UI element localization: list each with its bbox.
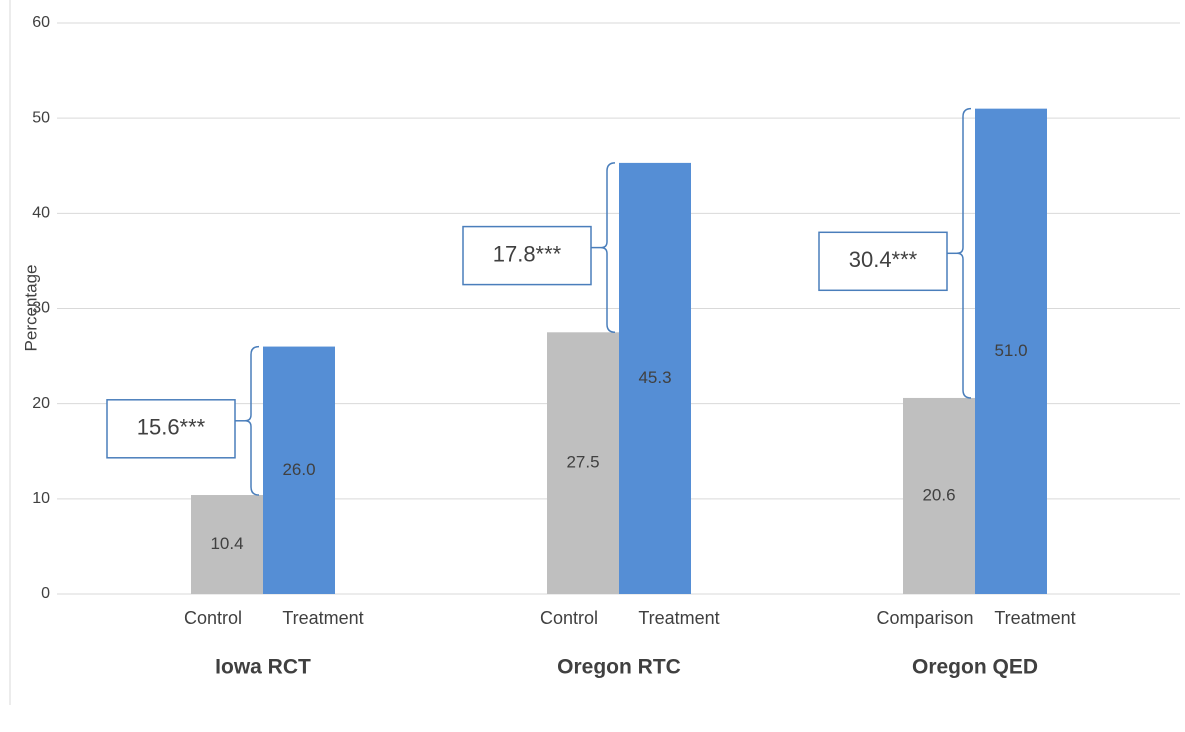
bar-label: Treatment bbox=[638, 608, 719, 628]
bar bbox=[191, 495, 263, 594]
bar-label: Control bbox=[540, 608, 598, 628]
value-label: 27.5 bbox=[566, 453, 599, 472]
annotation: 15.6*** bbox=[137, 415, 206, 440]
value-label: 26.0 bbox=[282, 460, 315, 479]
bracket bbox=[600, 162, 616, 334]
y-axis-label: Percentage bbox=[21, 265, 40, 352]
bar bbox=[975, 108, 1047, 595]
annotation-box bbox=[462, 225, 592, 286]
bar bbox=[903, 397, 975, 594]
y-tick-label: 50 bbox=[32, 109, 50, 126]
value-label: 20.6 bbox=[922, 485, 955, 504]
value-label: 10.4 bbox=[210, 534, 243, 553]
y-tick-label: 20 bbox=[32, 395, 50, 412]
annotation: 30.4*** bbox=[849, 247, 918, 272]
bar-label: Treatment bbox=[282, 608, 363, 628]
y-tick-label: 10 bbox=[32, 490, 50, 507]
bracket bbox=[244, 345, 260, 496]
y-tick-label: 60 bbox=[32, 14, 50, 31]
bar-label: Control bbox=[184, 608, 242, 628]
group-label: Oregon RTC bbox=[557, 656, 681, 679]
y-tick-label: 30 bbox=[32, 300, 50, 317]
group-label: Oregon QED bbox=[912, 656, 1038, 679]
group-label: Iowa RCT bbox=[215, 656, 311, 679]
bar bbox=[547, 332, 619, 594]
annotation-box bbox=[818, 231, 948, 292]
annotation: 17.8*** bbox=[493, 241, 562, 266]
y-tick-label: 0 bbox=[41, 585, 50, 602]
bar-label: Comparison bbox=[876, 608, 973, 628]
bracket bbox=[956, 107, 972, 399]
y-tick-label: 40 bbox=[32, 205, 50, 222]
value-label: 45.3 bbox=[638, 368, 671, 387]
bar bbox=[263, 346, 335, 594]
annotation-box bbox=[106, 399, 236, 459]
value-label: 51.0 bbox=[994, 341, 1027, 360]
bar bbox=[619, 162, 691, 594]
bar-label: Treatment bbox=[994, 608, 1075, 628]
